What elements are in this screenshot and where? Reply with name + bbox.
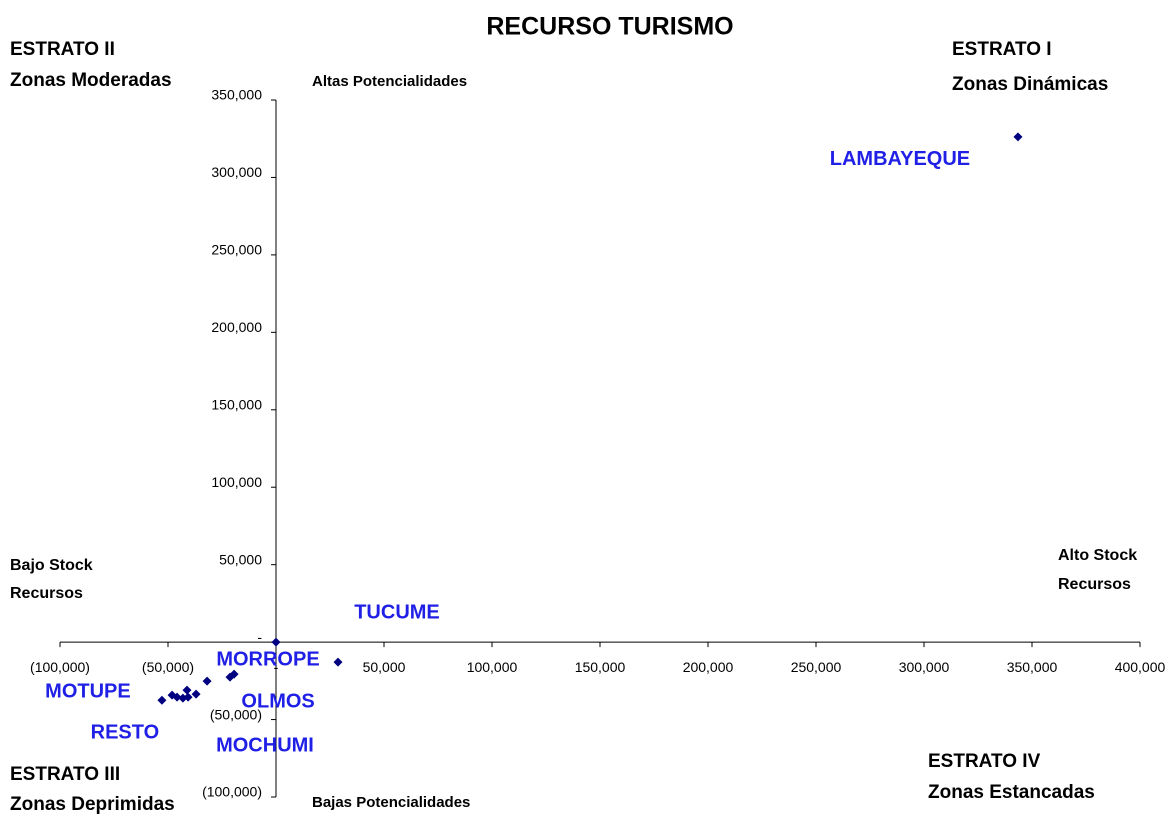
x-tick-label: 300,000	[899, 659, 950, 675]
annotation: Recursos	[10, 585, 83, 602]
annotation: Recursos	[1058, 576, 1131, 593]
annotation: Zonas Moderadas	[10, 70, 172, 91]
point	[157, 695, 167, 705]
data-label: MORROPE	[216, 648, 319, 670]
point	[167, 690, 177, 700]
annotation: Altas Potencialidades	[312, 73, 467, 90]
point	[271, 637, 281, 647]
point	[178, 693, 188, 703]
x-tick-label: (50,000)	[142, 659, 194, 675]
annotation: Zonas Dinámicas	[952, 74, 1108, 95]
chart-title: RECURSO TURISMO	[486, 13, 733, 41]
x-tick-label: 150,000	[575, 659, 626, 675]
y-tick-label: 150,000	[211, 396, 262, 412]
annotation: ESTRATO II	[10, 39, 115, 60]
x-tick-label: -	[274, 659, 279, 675]
annotation: Zonas Estancadas	[928, 782, 1095, 803]
annotation: Bajo Stock	[10, 557, 93, 574]
annotation: ESTRATO I	[952, 39, 1052, 60]
y-tick-label: (100,000)	[202, 784, 262, 800]
y-tick-label: 200,000	[211, 319, 262, 335]
y-tick-label: (50,000)	[210, 706, 262, 722]
y-tick-label: 250,000	[211, 242, 262, 258]
x-tick-label: 400,000	[1115, 659, 1166, 675]
point	[333, 657, 343, 667]
data-label: OLMOS	[241, 690, 314, 712]
point	[182, 685, 192, 695]
x-tick-label: 350,000	[1007, 659, 1058, 675]
annotation: ESTRATO IV	[928, 751, 1041, 772]
x-tick-label: 200,000	[683, 659, 734, 675]
data-label: TUCUME	[354, 601, 440, 623]
point	[202, 676, 212, 686]
x-tick-label: 50,000	[363, 659, 406, 675]
point	[225, 672, 235, 682]
annotation: Bajas Potencialidades	[312, 794, 470, 811]
annotation: Zonas Deprimidas	[10, 794, 175, 815]
y-tick-label: 350,000	[211, 87, 262, 103]
y-tick-label: 100,000	[211, 474, 262, 490]
x-tick-label: (100,000)	[30, 659, 90, 675]
data-label: RESTO	[91, 721, 160, 743]
x-tick-label: 100,000	[467, 659, 518, 675]
point	[1013, 132, 1023, 142]
y-tick-label: -	[257, 629, 262, 645]
annotation: ESTRATO III	[10, 764, 120, 785]
y-tick-label: 300,000	[211, 164, 262, 180]
data-label: MOTUPE	[45, 680, 131, 702]
point	[191, 689, 201, 699]
data-label: LAMBAYEQUE	[830, 148, 970, 170]
y-tick-label: 50,000	[219, 551, 262, 567]
annotation: Alto Stock	[1058, 547, 1137, 564]
data-label: MOCHUMI	[216, 734, 314, 756]
x-tick-label: 250,000	[791, 659, 842, 675]
